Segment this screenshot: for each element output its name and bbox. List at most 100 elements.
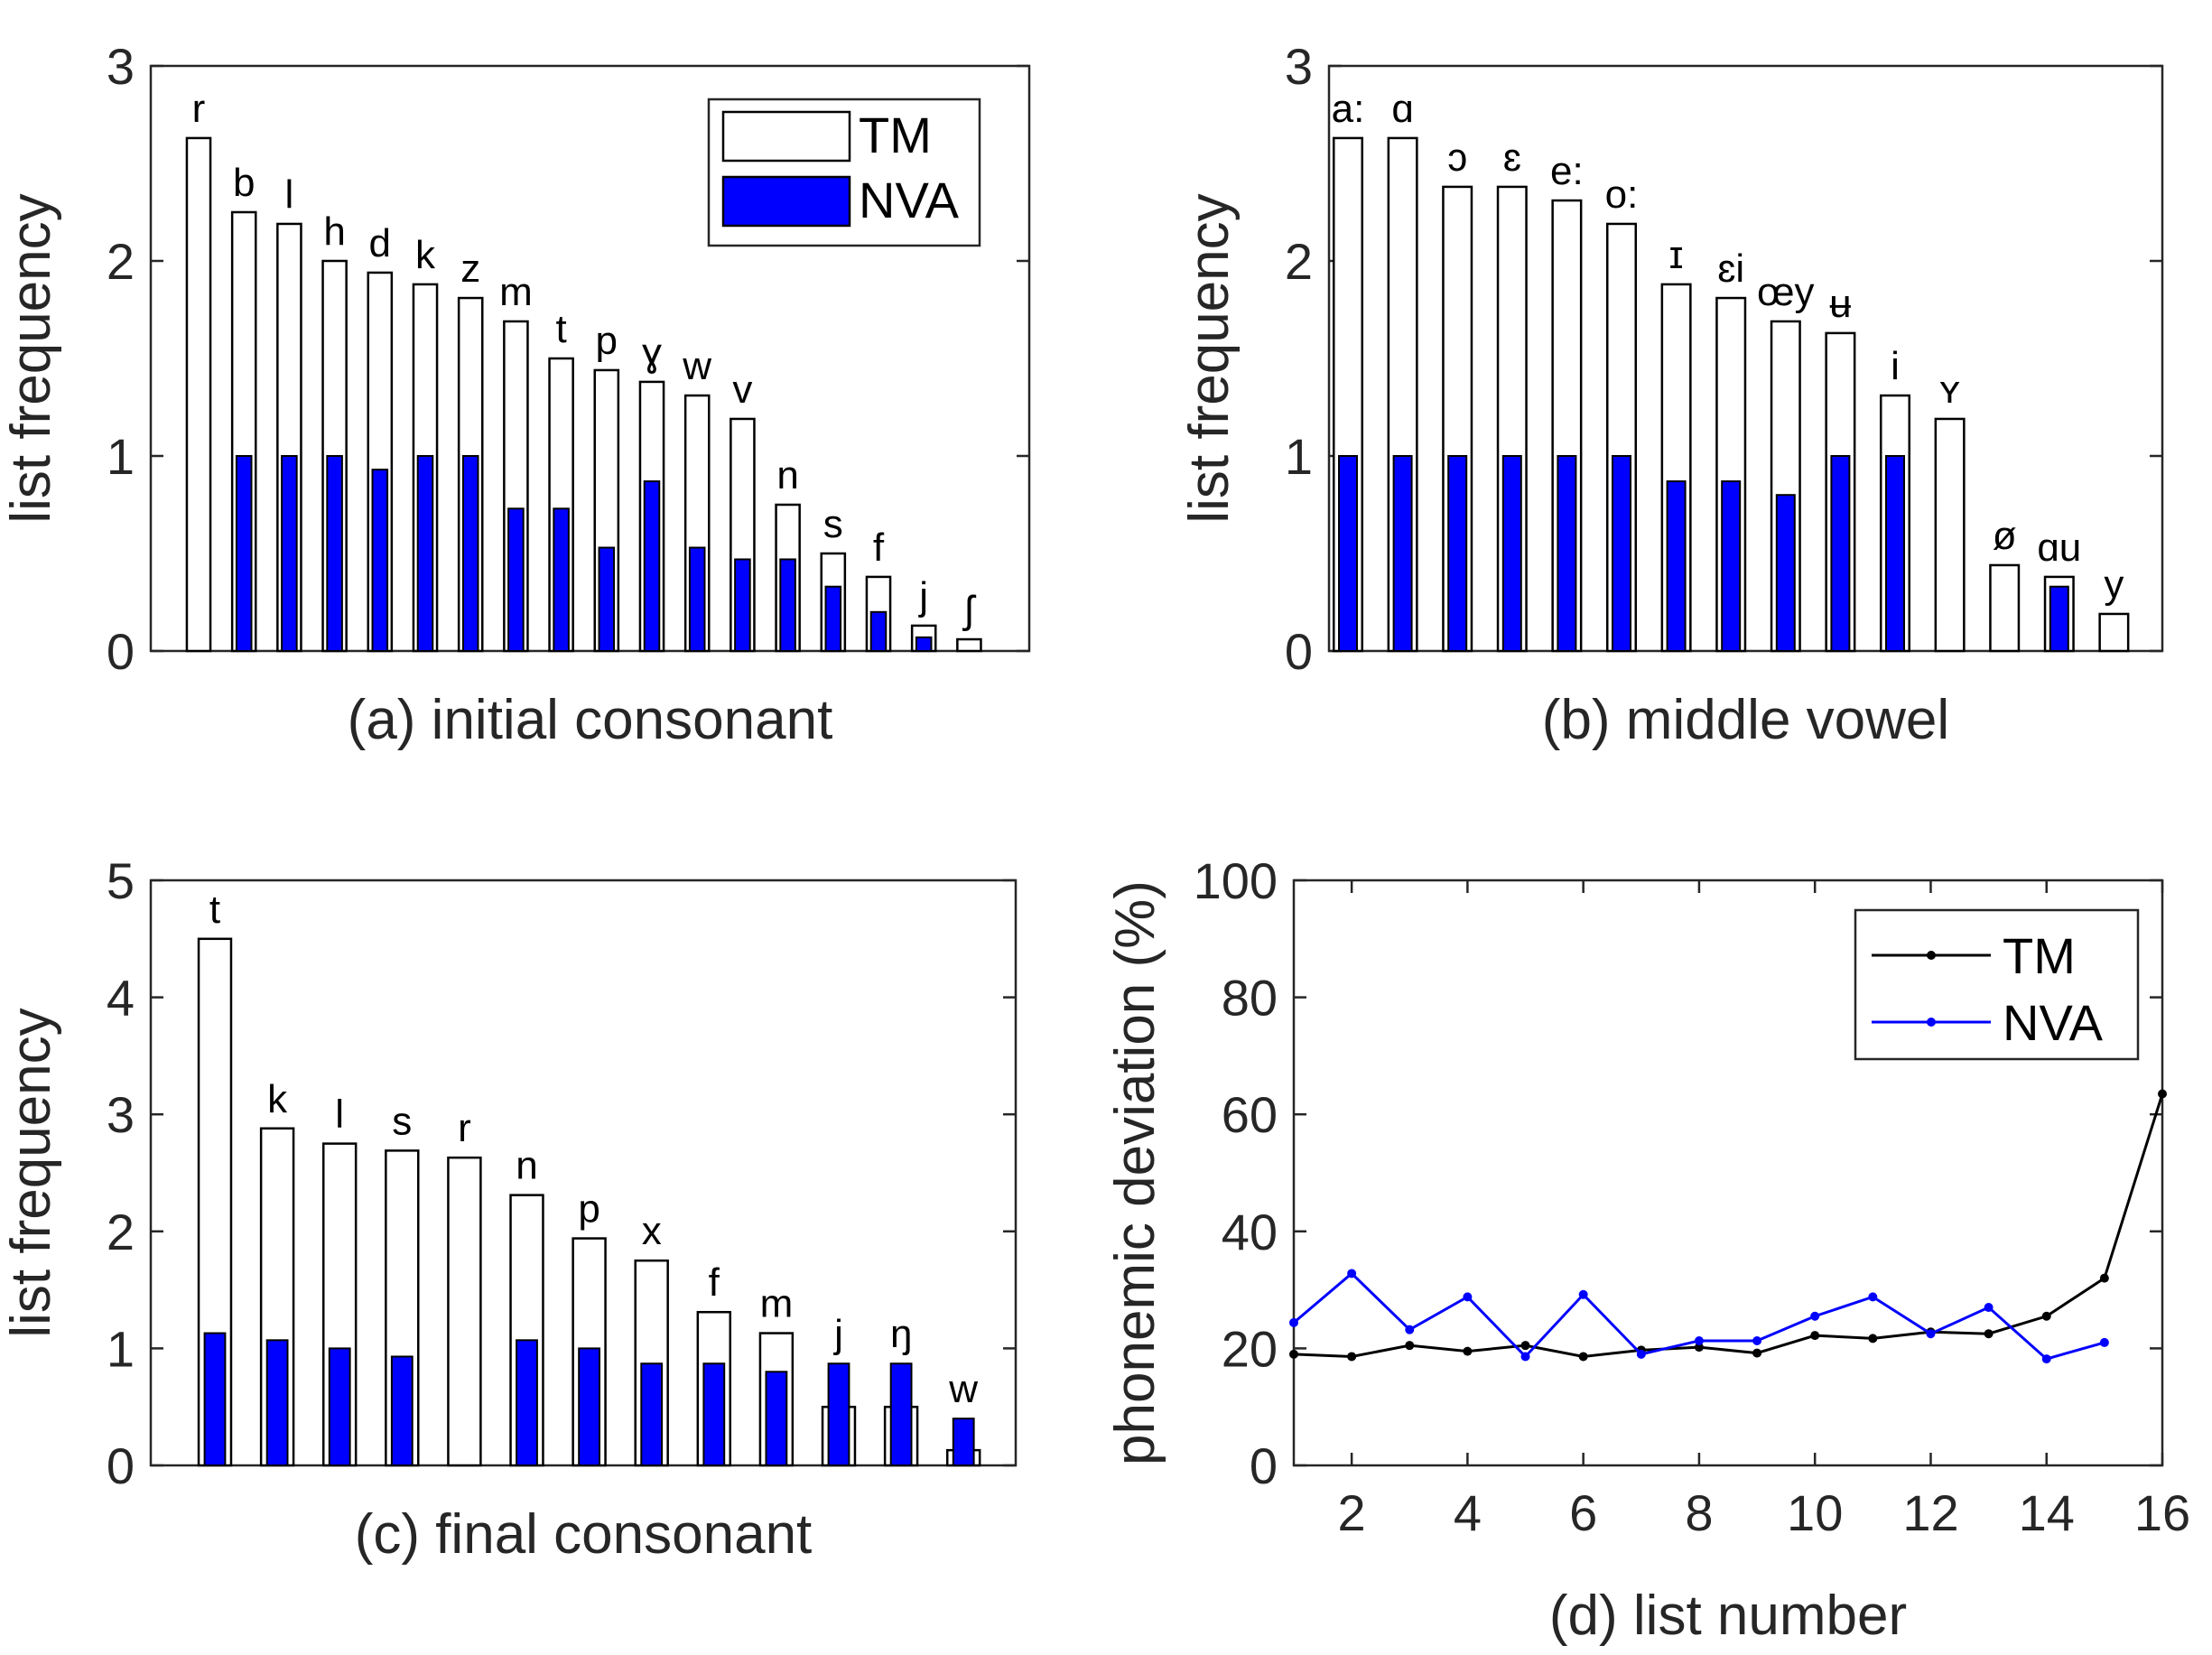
bar-nva-12 [734,558,751,652]
y-tick-label: 40 [1222,1204,1278,1260]
x-tick-label: 8 [1685,1484,1713,1541]
y-tick-label: 100 [1194,852,1278,909]
bar-nva-11 [688,546,706,653]
bar-label-8: f [709,1260,720,1305]
x-axis-label: (a) initial consonant [348,689,833,751]
bar-label-13: n [776,453,798,497]
bar-nva-6 [461,455,479,652]
point-tm-14 [2099,1273,2109,1283]
bar-nva-4 [1557,455,1577,652]
legend: TM NVA [707,98,981,247]
y-tick-label: 1 [107,428,135,485]
bar-tm-4 [447,1156,482,1467]
bar-label-6: p [578,1187,599,1232]
bar-label-9: p [596,319,618,363]
point-tm-4 [1520,1341,1530,1351]
point-tm-1 [1347,1352,1357,1362]
point-tm-3 [1463,1346,1473,1356]
bar-tm-11 [1934,417,1966,653]
bar-nva-2 [1447,455,1468,652]
bar-nva-9 [1830,455,1851,652]
x-axis-label: (d) list number [1549,1585,1907,1647]
x-axis-label: (c) final consonant [355,1503,813,1566]
y-axis-label: phonemic deviation (%) [1104,880,1166,1465]
bar-label-12: w [948,1367,978,1411]
legend-marker-tm [1927,951,1936,960]
bar-nva-2 [281,455,298,652]
bar-nva-7 [1721,480,1742,653]
bar-nva-15 [869,610,888,652]
legend-label-tm: TM [2003,927,2076,984]
bar-label-1: k [267,1077,288,1121]
bar-nva-9 [765,1371,788,1466]
bar-label-7: m [499,270,533,314]
series-line-tm [1293,1093,2164,1358]
y-tick-label: 0 [107,1437,135,1494]
y-axis-label: list frequency [0,193,62,523]
bar-nva-10 [643,480,661,653]
bar-label-5: k [415,233,436,277]
bar-nva-1 [265,1339,289,1466]
legend-box [1854,908,2140,1061]
bar-nva-5 [416,455,434,652]
bar-tm-12 [1989,563,2021,653]
bar-nva-13 [779,558,796,652]
x-tick-label: 16 [2134,1484,2190,1541]
legend-swatch-nva [721,175,851,228]
chart-panel-a: 0 1 2 3 list frequency (a) initial consonant r… [0,38,1031,751]
bar-nva-9 [598,546,616,653]
bar-label-9: ʉ [1829,282,1851,326]
bar-label-0: r [192,87,206,131]
bar-label-2: l [285,172,294,217]
point-nva-2 [1405,1325,1415,1334]
point-tm-5 [1578,1352,1588,1362]
axes-frame-d [1292,879,2164,1467]
bar-tm-0 [185,136,212,653]
bar-nva-8 [702,1362,726,1467]
bar-nva-5 [1612,455,1631,652]
point-nva-3 [1463,1292,1473,1302]
bar-nva-3 [326,455,343,652]
bar-nva-4 [371,469,389,652]
bar-label-10: ɣ [642,330,662,375]
y-tick-label: 0 [1285,623,1313,680]
point-tm-13 [2041,1311,2051,1321]
point-nva-0 [1289,1317,1298,1327]
y-tick-label: 0 [107,623,135,680]
point-nva-9 [1810,1311,1820,1321]
bar-label-6: z [460,246,480,291]
y-tick-label: 80 [1222,970,1278,1027]
bar-label-9: m [760,1282,794,1326]
point-nva-13 [2041,1354,2051,1364]
bar-nva-2 [328,1347,351,1467]
bar-label-7: x [642,1209,662,1253]
legend-marker-nva [1927,1018,1936,1027]
legend-label-tm: TM [859,107,932,163]
bar-label-14: y [2104,563,2124,607]
point-nva-7 [1694,1335,1704,1345]
y-tick-label: 2 [107,233,135,290]
bar-nva-0 [203,1332,227,1466]
bar-nva-7 [507,507,525,652]
bar-label-3: s [392,1099,412,1143]
x-tick-label: 4 [1454,1484,1482,1541]
point-nva-6 [1636,1349,1646,1359]
x-axis-label: (b) middle vowel [1542,689,1949,751]
legend: TM NVA [1854,908,2140,1061]
bar-label-10: j [832,1312,843,1356]
point-nva-14 [2099,1337,2109,1347]
y-tick-label: 0 [1250,1437,1278,1494]
bar-nva-10 [827,1362,850,1467]
x-tick-label: 12 [1902,1484,1958,1541]
bar-tm-17 [956,637,982,653]
chart-panel-c: 0 1 2 3 4 5 list frequency (c) final consonant t… [0,852,1018,1566]
bar-label-8: œy [1757,270,1815,314]
bar-label-2: ɔ [1447,135,1467,180]
bar-nva-3 [390,1355,414,1467]
bar-label-16: j [917,574,928,618]
bar-nva-12 [952,1418,975,1467]
bar-label-0: t [209,888,220,932]
bar-nva-11 [889,1362,913,1467]
bar-nva-1 [1392,455,1413,652]
